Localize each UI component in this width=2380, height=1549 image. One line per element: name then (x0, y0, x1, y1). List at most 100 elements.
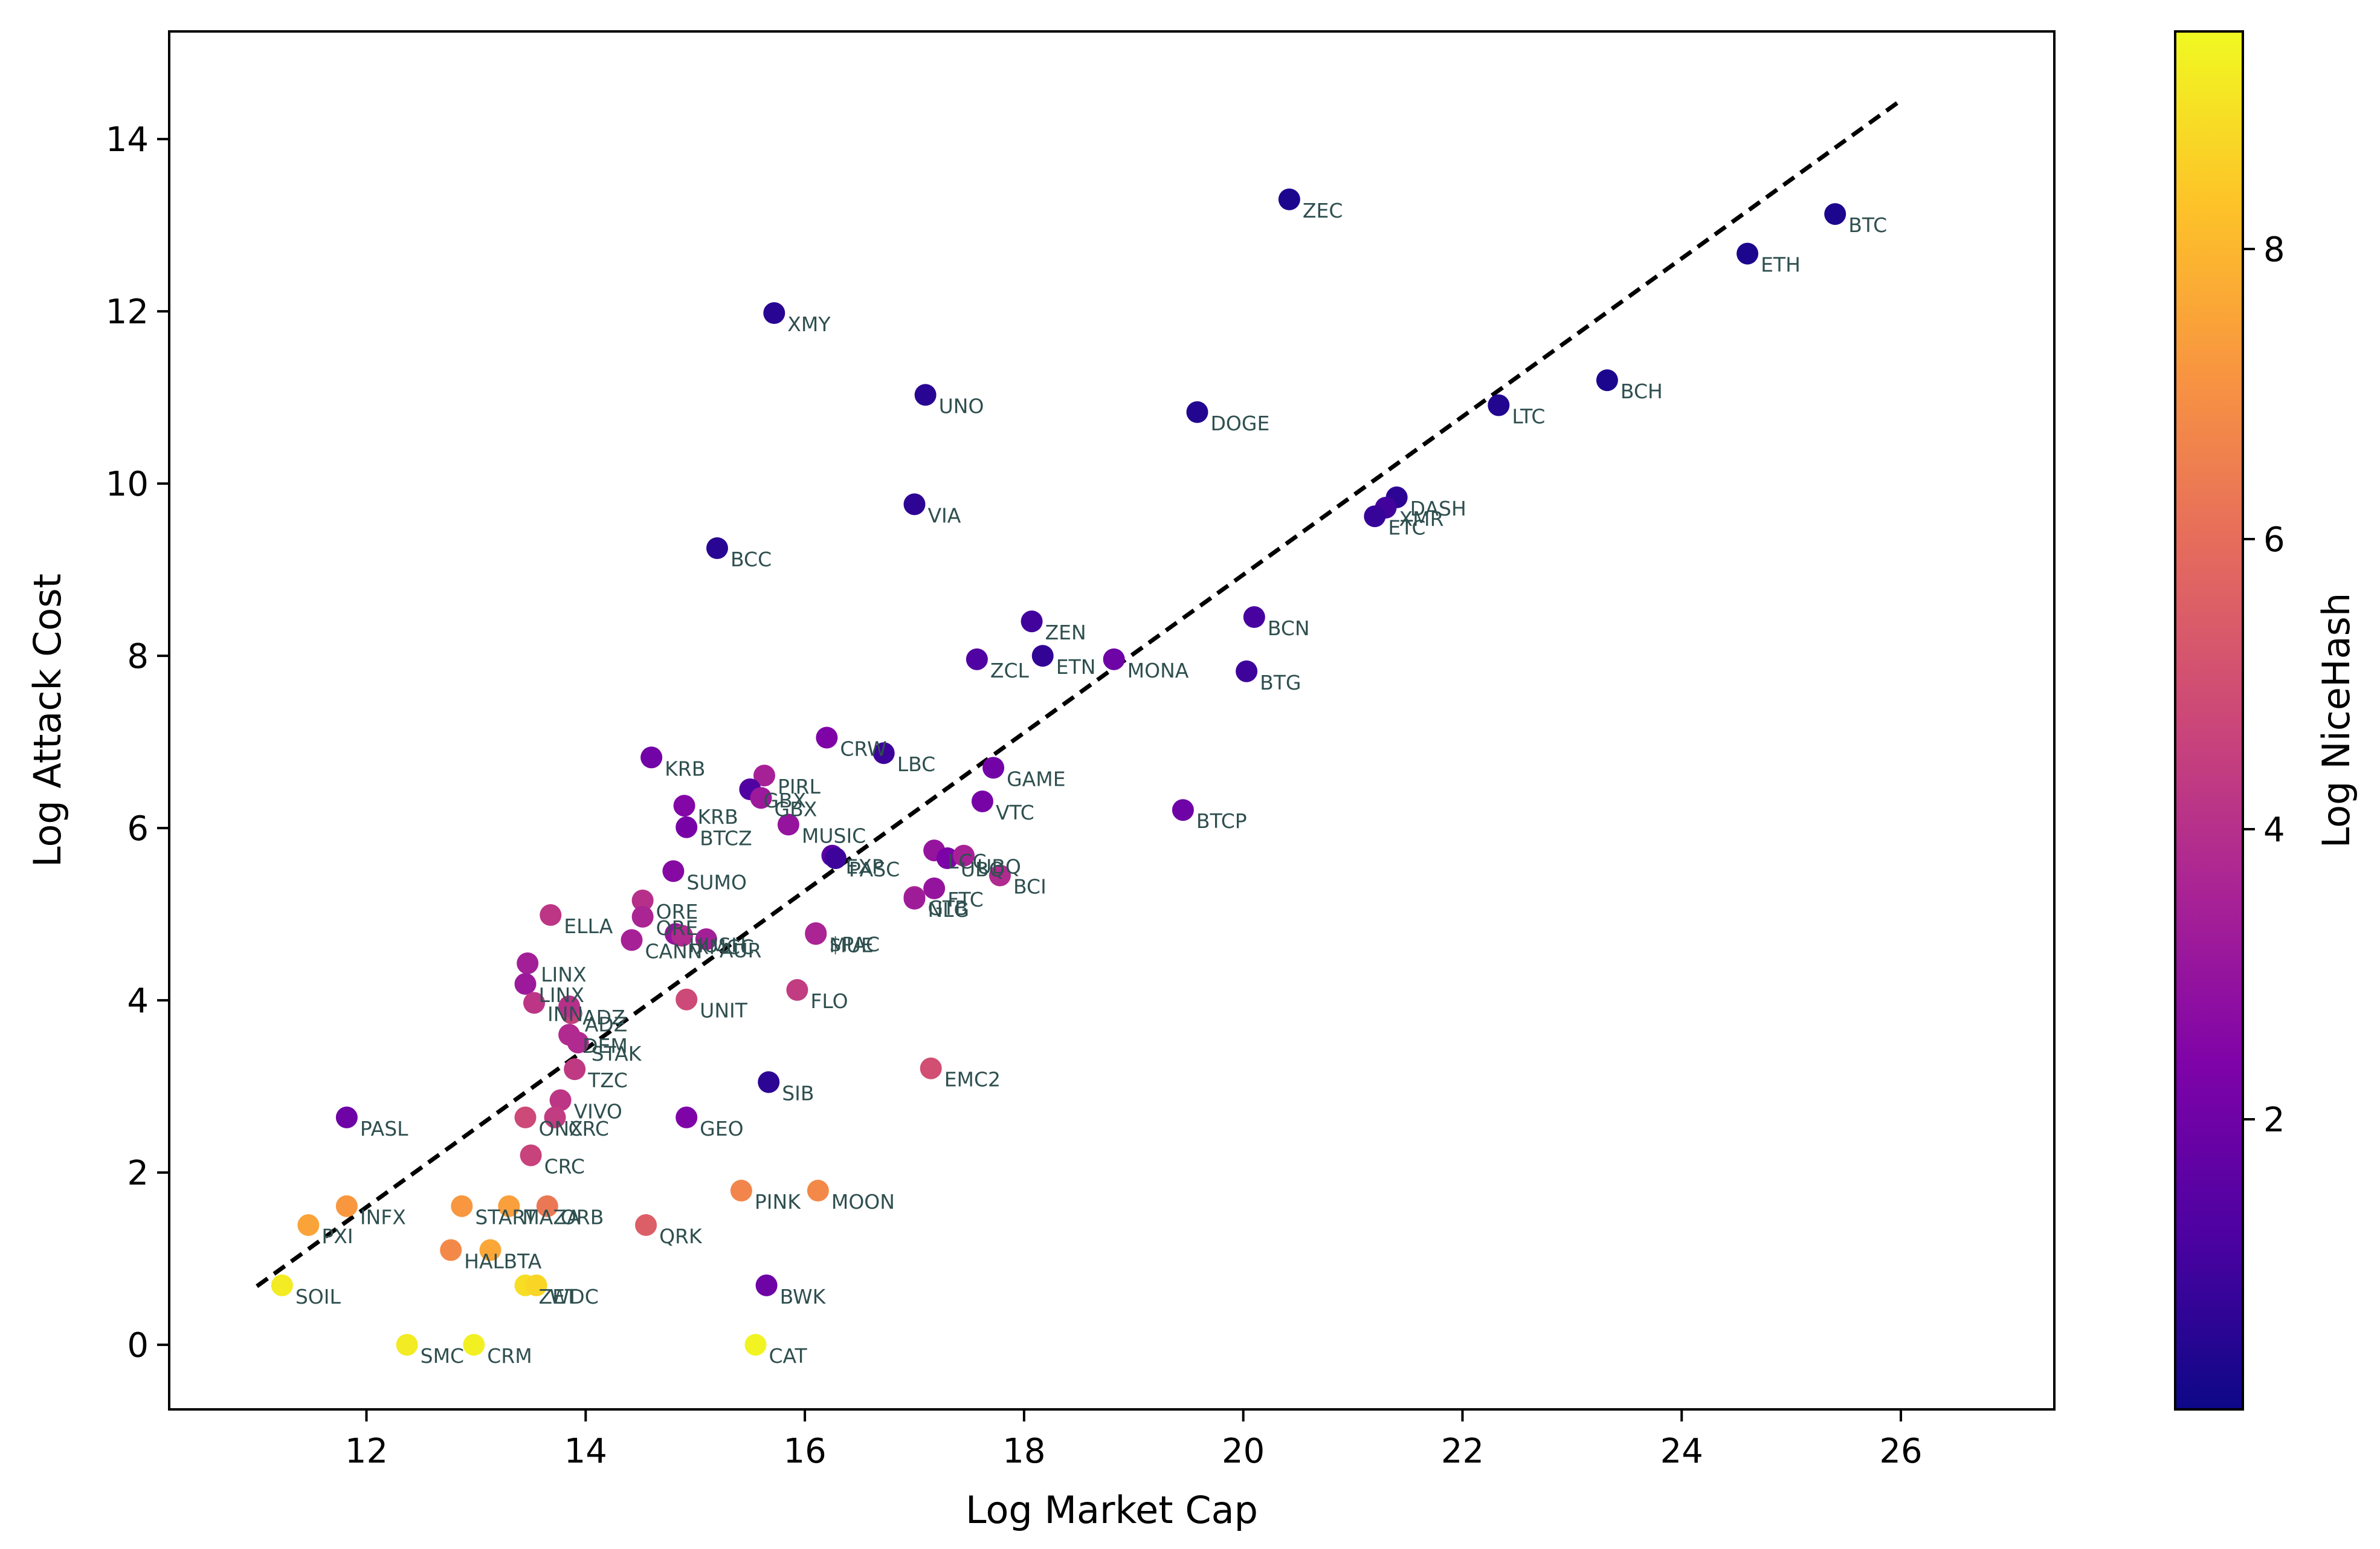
data-point-etn (1031, 645, 1054, 667)
x-tick-label: 26 (1879, 1432, 1922, 1471)
point-label: GEO (700, 1117, 743, 1140)
point-label: PXI (321, 1224, 353, 1248)
point-label: ADZ (585, 1013, 628, 1036)
data-point-crm (463, 1334, 485, 1356)
data-point-mona (1103, 648, 1125, 670)
point-label: GTB (927, 896, 968, 920)
data-point-bwk (755, 1274, 778, 1296)
point-label: INFX (360, 1206, 406, 1229)
data-point-btg (1236, 660, 1258, 682)
y-tick-label: 4 (127, 981, 149, 1021)
point-label: BTA (503, 1249, 541, 1273)
point-label: LBC (897, 752, 936, 776)
point-label: UBQ (961, 858, 1005, 881)
point-label: KRB (698, 805, 738, 829)
data-point-krb (673, 795, 695, 817)
colorbar-axis: 2 4 6 8 Log NiceHash (2243, 230, 2358, 1140)
data-point-bcn (1243, 606, 1265, 628)
data-point-etc (1364, 505, 1386, 528)
data-point-bch (1596, 369, 1618, 392)
point-label: EMC2 (944, 1068, 1001, 1091)
point-label: LCC (947, 850, 986, 873)
data-point-pasc (824, 847, 847, 869)
point-label: CAT (769, 1344, 807, 1368)
y-tick-label: 0 (127, 1326, 149, 1365)
point-label: DOGE (1210, 412, 1269, 435)
data-point-crc (520, 1144, 542, 1166)
y-tick-label: 6 (127, 809, 149, 849)
x-tick-label: 16 (783, 1432, 826, 1471)
data-point-eth (1737, 242, 1759, 265)
point-label: GBX (775, 797, 818, 821)
point-label: SUMO (686, 870, 747, 894)
data-point-gbx (750, 787, 772, 809)
data-point-music (777, 813, 799, 836)
data-point-linx (517, 952, 539, 974)
point-label: MOON (831, 1190, 895, 1214)
colorbar-tick-label: 8 (2263, 230, 2285, 270)
point-label: CRW (840, 737, 886, 761)
point-label: ONX (539, 1117, 583, 1140)
data-point-xmcc (671, 925, 693, 947)
data-point-soil (271, 1274, 293, 1296)
data-point-pirl (753, 765, 775, 787)
data-point-sumo (662, 860, 685, 882)
data-point-pxi (297, 1214, 320, 1237)
point-label: ETC (1388, 516, 1425, 539)
data-point-pasl (335, 1106, 358, 1128)
data-point-vivo (549, 1089, 572, 1111)
point-label: XMY (787, 312, 831, 336)
colorbar (2174, 30, 2244, 1411)
data-point-lbc (872, 742, 895, 765)
data-point-ore (631, 889, 654, 911)
y-tick-label: 14 (106, 120, 149, 160)
point-label: BTC (1848, 213, 1887, 237)
point-label: TZC (587, 1069, 628, 1092)
point-label: MUE (829, 933, 873, 957)
data-point-onx (514, 1106, 537, 1128)
data-point-bta (479, 1239, 501, 1261)
point-label: BTCP (1196, 809, 1247, 833)
point-label: ELLA (564, 914, 613, 938)
point-label: LTC (1512, 404, 1545, 428)
colorbar-tick-label: 2 (2263, 1101, 2285, 1140)
data-point-pink (730, 1180, 752, 1202)
point-label: KRB (665, 757, 705, 780)
data-point-vtc (971, 790, 993, 812)
point-label: FTC (947, 888, 984, 911)
point-label: DASH (1410, 497, 1466, 520)
point-label: LINX (541, 963, 586, 986)
x-tick-label: 18 (1002, 1432, 1045, 1471)
colorbar-label: Log NiceHash (2314, 593, 2358, 849)
point-label: PIRL (778, 775, 821, 798)
data-point-qrk (635, 1214, 657, 1237)
point-label: ORB (561, 1206, 604, 1229)
data-point-btcz (676, 816, 698, 838)
point-label: ZEN (1045, 621, 1086, 644)
data-point-zcl (966, 648, 988, 670)
point-label: ADZ (582, 1006, 625, 1029)
y-axis-label: Log Attack Cost (25, 574, 69, 867)
point-label: NLG (927, 898, 969, 922)
point-label: CANN (645, 939, 702, 963)
data-point-doge (1186, 401, 1208, 423)
data-point-aur (695, 928, 717, 950)
point-label: CRC (569, 1117, 609, 1140)
point-label: HUSH (689, 933, 746, 957)
data-point-unit (676, 988, 698, 1011)
point-label: PINK (755, 1190, 801, 1214)
y-tick-label: 2 (127, 1154, 149, 1193)
point-label: START (475, 1206, 537, 1229)
data-point-infx (335, 1195, 358, 1217)
point-label: AUR (720, 939, 762, 962)
point-label: SMC (421, 1344, 464, 1368)
point-label: GBX (763, 789, 806, 812)
data-point-hal (440, 1239, 462, 1261)
y-tick-label: 12 (106, 293, 149, 332)
data-point-ubq (936, 847, 958, 869)
data-point-bcc (706, 537, 728, 559)
data-point-smc (396, 1334, 418, 1356)
point-label: BTG (1260, 671, 1301, 694)
